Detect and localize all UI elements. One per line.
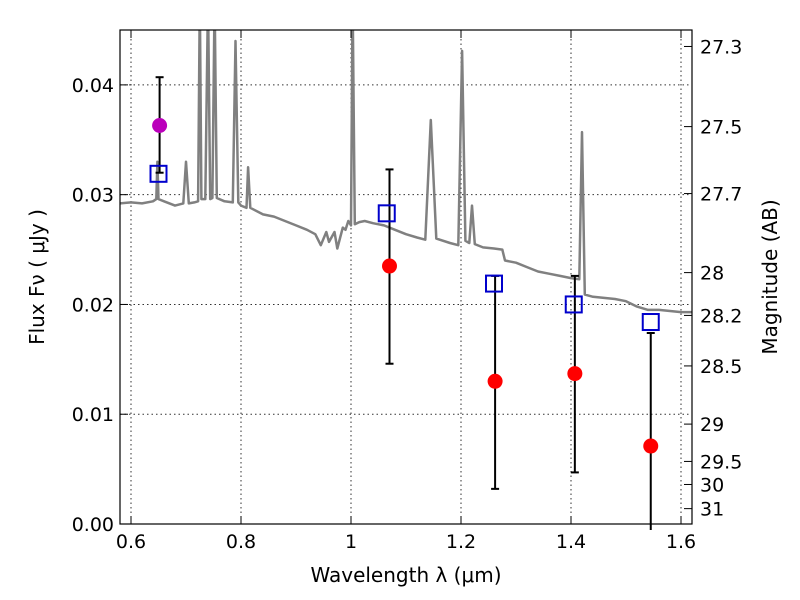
model-photometry-square <box>377 204 396 223</box>
model-photometry-square <box>485 274 503 293</box>
y-axis-ticks: 0.00 0.01 0.02 0.03 0.04 <box>72 75 128 536</box>
plot-frame <box>119 29 693 525</box>
x-tick-label: 1 <box>345 531 357 553</box>
x-tick-label: 0.6 <box>116 531 146 553</box>
y-tick-label: 0.02 <box>72 294 114 316</box>
magnitude-tick-label: 27.7 <box>700 184 742 206</box>
x-tick-label: 1.6 <box>666 531 696 553</box>
y-tick-label: 0.04 <box>72 75 114 97</box>
model-photometry-square <box>564 295 583 314</box>
magnitude-tick-label: 30 <box>700 474 724 496</box>
magnitude-tick-label: 29.5 <box>700 451 742 473</box>
x-tick-label: 0.8 <box>226 531 256 553</box>
plot-area <box>120 30 692 314</box>
magnitude-tick-label: 28.2 <box>700 305 742 327</box>
y-tick-label: 0.03 <box>72 185 114 207</box>
error-bars <box>155 76 655 530</box>
magnitude-tick-label: 27.3 <box>700 36 742 58</box>
x-axis-title: Wavelength λ (μm) <box>310 563 501 587</box>
observed-flux-point <box>487 373 503 389</box>
data-markers <box>149 118 660 454</box>
magnitude-tick-label: 28.5 <box>700 356 742 378</box>
y-tick-label: 0.00 <box>72 514 114 536</box>
observed-flux-point <box>567 366 583 382</box>
observed-flux-point <box>643 438 659 454</box>
observed-flux-point <box>152 118 168 134</box>
y-tick-label: 0.01 <box>72 404 114 426</box>
model-photometry-square <box>149 164 168 183</box>
x-tick-label: 1.4 <box>556 531 586 553</box>
observed-flux-point <box>382 258 397 274</box>
x-tick-label: 1.2 <box>446 531 476 553</box>
magnitude-tick-label: 27.5 <box>700 117 742 139</box>
y-axis-title: Flux Fν ( μJy ) <box>25 209 49 345</box>
model-spectrum-line <box>120 30 692 314</box>
magnitude-tick-label: 29 <box>700 414 724 436</box>
x-axis-ticks: 0.6 0.8 1 1.2 1.4 1.6 <box>116 30 696 553</box>
magnitude-axis-ticks: 27.3 27.5 27.7 28 28.2 28.5 29 29.530 31 <box>684 36 742 521</box>
model-photometry-square <box>641 313 660 332</box>
magnitude-axis-title: Magnitude (AB) <box>758 199 782 354</box>
magnitude-tick-label: 28 <box>700 263 724 285</box>
magnitude-tick-label: 31 <box>700 499 724 521</box>
